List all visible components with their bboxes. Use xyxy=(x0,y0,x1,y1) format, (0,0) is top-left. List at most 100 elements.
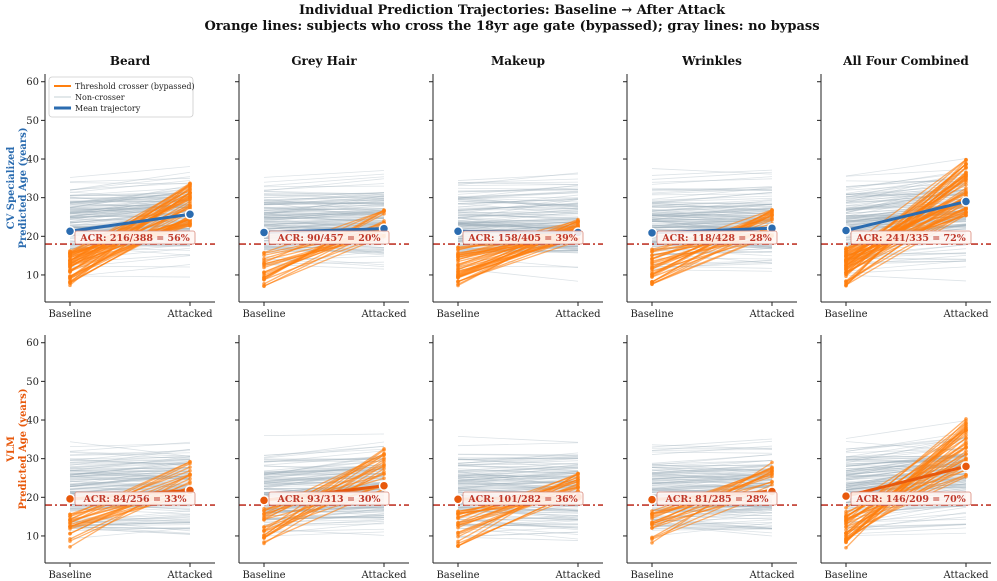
crosser-attacked-point xyxy=(964,445,968,450)
noncrosser-line xyxy=(845,158,967,177)
crosser-line xyxy=(69,221,191,271)
noncrosser-line xyxy=(457,209,579,218)
noncrosser-line xyxy=(69,466,191,472)
noncrosser-line xyxy=(457,474,579,477)
noncrosser-line xyxy=(69,187,191,196)
noncrosser-line xyxy=(263,204,385,208)
crosser-baseline-point xyxy=(456,283,460,288)
panel-0-4: ACR: 241/335 = 72% Baseline Attacked All Fo… xyxy=(817,54,991,320)
noncrosser-line xyxy=(69,462,191,476)
crosser-baseline-point xyxy=(262,516,266,521)
noncrosser-line xyxy=(651,460,773,465)
crosser-baseline-point xyxy=(844,509,848,514)
crosser-baseline-point xyxy=(68,249,72,253)
noncrosser-line xyxy=(457,206,579,210)
panel-1-1: ACR: 93/313 = 30% Baseline Attacked xyxy=(235,335,409,581)
acr-label-box xyxy=(74,230,196,245)
noncrosser-line xyxy=(457,464,579,471)
crosser-baseline-point xyxy=(68,280,72,285)
noncrosser-line xyxy=(69,192,191,196)
noncrosser-line xyxy=(457,198,579,208)
crosser-baseline-point xyxy=(650,526,654,530)
crosser-baseline-point xyxy=(844,280,848,284)
crosser-baseline-point xyxy=(650,250,654,254)
crosser-baseline-point xyxy=(68,275,72,280)
noncrosser-line xyxy=(651,483,773,492)
noncrosser-line xyxy=(69,200,191,203)
noncrosser-line xyxy=(263,509,385,514)
mean-baseline-point xyxy=(64,493,76,505)
panel-0-2: ACR: 158/405 = 39% Baseline Attacked Makeup xyxy=(429,54,603,320)
noncrosser-line xyxy=(69,177,191,183)
noncrosser-line xyxy=(69,441,191,457)
noncrosser-line xyxy=(69,458,191,464)
noncrosser-line xyxy=(651,225,773,228)
noncrosser-line xyxy=(457,511,579,514)
y-tick-label: 10 xyxy=(26,270,39,281)
noncrosser-line xyxy=(263,185,385,188)
noncrosser-line xyxy=(263,528,385,536)
noncrosser-line xyxy=(263,197,385,205)
column-title: All Four Combined xyxy=(842,54,969,68)
noncrosser-line xyxy=(69,521,191,527)
crosser-attacked-point xyxy=(382,211,386,216)
crosser-attacked-point xyxy=(188,472,192,477)
legend: Threshold crosser (bypassed) Non-crosser M… xyxy=(48,76,195,118)
crosser-attacked-point xyxy=(964,441,968,446)
crosser-attacked-point xyxy=(382,476,386,481)
noncrosser-line xyxy=(651,187,773,191)
noncrosser-line xyxy=(845,168,967,177)
noncrosser-line xyxy=(651,209,773,221)
noncrosser-line xyxy=(651,464,773,472)
crosser-attacked-point xyxy=(770,480,774,484)
noncrosser-line xyxy=(457,465,579,473)
noncrosser-line xyxy=(263,207,385,215)
noncrosser-line xyxy=(263,468,385,474)
noncrosser-line xyxy=(69,191,191,206)
noncrosser-line xyxy=(457,458,579,469)
row-label-1: VLM Predicted Age (years) xyxy=(6,388,29,509)
noncrosser-line xyxy=(457,455,579,464)
noncrosser-line xyxy=(651,171,773,180)
y-tick-label: 60 xyxy=(26,338,39,349)
noncrosser-line xyxy=(457,518,579,531)
noncrosser-line xyxy=(457,476,579,480)
mean-baseline-point xyxy=(452,226,464,237)
noncrosser-line xyxy=(69,199,191,213)
acr-label: ACR: 241/335 = 72% xyxy=(855,233,966,244)
noncrosser-line xyxy=(457,472,579,481)
noncrosser-line xyxy=(845,524,967,532)
noncrosser-line xyxy=(651,440,773,451)
noncrosser-line xyxy=(457,463,579,466)
crosser-line xyxy=(845,214,967,286)
crosser-attacked-point xyxy=(964,206,968,211)
noncrosser-line xyxy=(69,460,191,476)
acr-label-box xyxy=(462,230,584,245)
crosser-line xyxy=(263,463,385,519)
noncrosser-line xyxy=(651,485,773,488)
noncrosser-line xyxy=(69,192,191,204)
crosser-baseline-point xyxy=(650,253,654,258)
noncrosser-line xyxy=(457,519,579,522)
crosser-attacked-point xyxy=(964,176,968,180)
noncrosser-line xyxy=(69,441,191,452)
noncrosser-line xyxy=(651,464,773,474)
noncrosser-line xyxy=(69,456,191,460)
noncrosser-line xyxy=(69,185,191,209)
noncrosser-line xyxy=(69,190,191,208)
noncrosser-line xyxy=(651,219,773,229)
column-title: Beard xyxy=(110,54,151,68)
noncrosser-line xyxy=(651,459,773,472)
noncrosser-line xyxy=(651,522,773,526)
noncrosser-line xyxy=(263,478,385,483)
noncrosser-line xyxy=(263,213,385,215)
noncrosser-line xyxy=(263,514,385,519)
noncrosser-line xyxy=(651,199,773,207)
crosser-attacked-point xyxy=(964,161,968,166)
noncrosser-line xyxy=(651,185,773,194)
noncrosser-line xyxy=(845,198,967,203)
noncrosser-line xyxy=(69,188,191,204)
crosser-baseline-point xyxy=(844,521,848,526)
noncrosser-line xyxy=(263,468,385,478)
x-tick-label: Attacked xyxy=(360,309,407,320)
